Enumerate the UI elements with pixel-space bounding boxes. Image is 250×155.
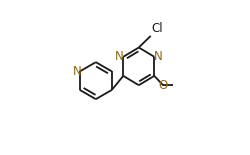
Text: Cl: Cl	[151, 22, 162, 35]
Text: N: N	[72, 65, 81, 78]
Text: N: N	[115, 50, 124, 63]
Text: O: O	[158, 79, 167, 92]
Text: N: N	[153, 50, 162, 63]
